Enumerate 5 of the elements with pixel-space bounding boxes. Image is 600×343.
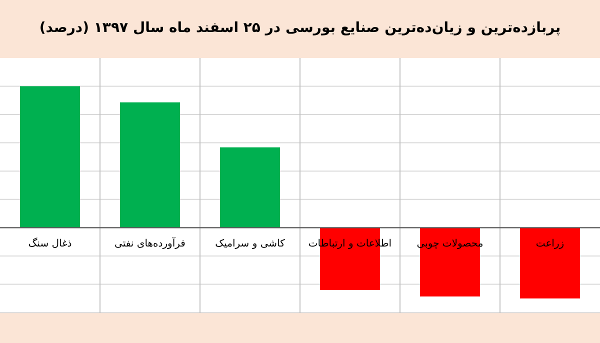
x-tick-label: فرآورده‌های نفتی (114, 236, 186, 250)
x-tick-label: کاشی و سرامیک (215, 238, 286, 250)
x-tick-label: ذغال سنگ (28, 238, 72, 250)
x-tick-label: زراعت (536, 238, 564, 250)
chart-title: پربازده‌ترین و زیان‌ده‌ترین صنایع بورسی در ۲۵ اسفند ماه سال ۱۳۹۷ (درصد) (39, 20, 561, 36)
